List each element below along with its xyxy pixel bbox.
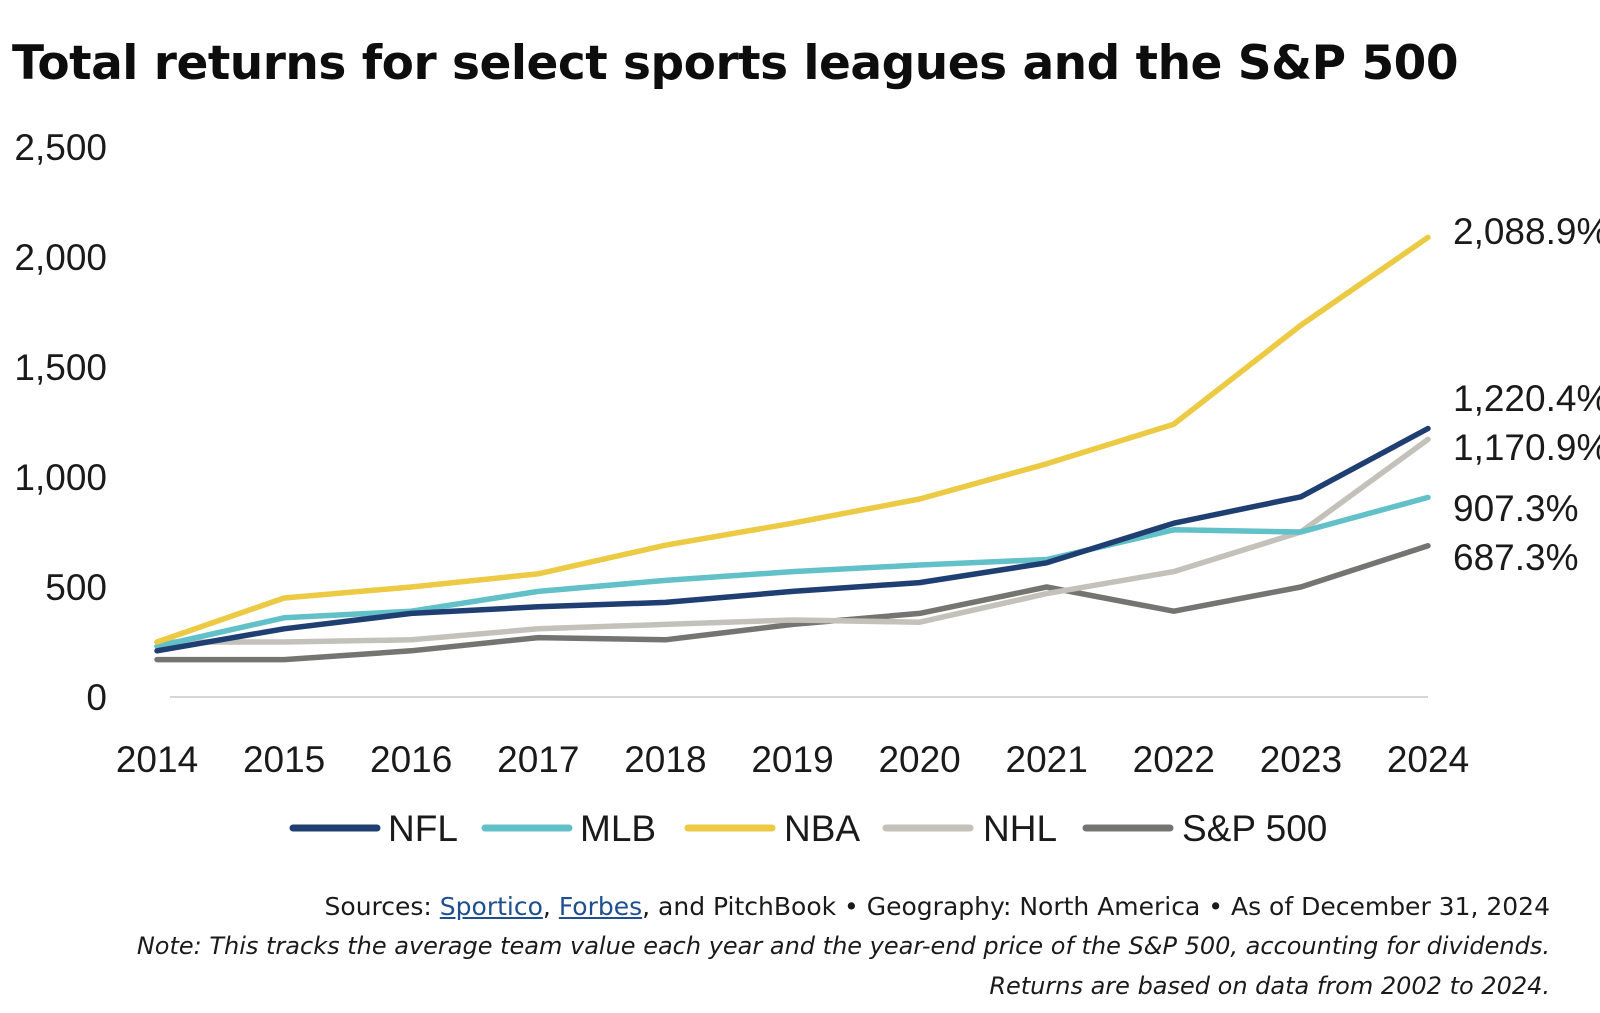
sources-rest: , and PitchBook • Geography: North Ameri… <box>642 892 1550 921</box>
legend-label: NBA <box>784 808 860 849</box>
series-line-mlb <box>154 494 1431 650</box>
y-tick-label: 2,500 <box>14 127 107 168</box>
y-tick-label: 1,500 <box>14 347 107 388</box>
x-tick-label: 2015 <box>243 739 325 780</box>
x-tick-label: 2024 <box>1387 739 1469 780</box>
legend-label: NFL <box>388 808 458 849</box>
y-tick-label: 0 <box>86 677 107 718</box>
end-value-label: 1,170.9% <box>1453 427 1600 468</box>
end-value-label: 907.3% <box>1453 488 1579 529</box>
line-chart: 0 500 1,000 1,500 2,000 2,500 2014 2015 2016 2017… <box>14 127 1600 849</box>
x-tick-label: 2018 <box>624 739 706 780</box>
x-tick-label: 2016 <box>370 739 452 780</box>
source-link-sportico[interactable]: Sportico <box>439 892 543 921</box>
x-tick-label: 2022 <box>1133 739 1215 780</box>
legend-label: NHL <box>983 808 1057 849</box>
sources-separator: , <box>542 892 559 921</box>
chart-title: Total returns for select sports leagues … <box>12 36 1459 91</box>
x-tick-label: 2020 <box>878 739 960 780</box>
y-tick-label: 2,000 <box>14 237 107 278</box>
note-line-2: Returns are based on data from 2002 to 2… <box>989 972 1550 1000</box>
legend-label: S&P 500 <box>1182 808 1327 849</box>
source-link-forbes[interactable]: Forbes <box>558 892 643 921</box>
end-value-label: 2,088.9% <box>1453 211 1600 252</box>
x-tick-label: 2021 <box>1006 739 1088 780</box>
legend-label: MLB <box>580 808 656 849</box>
series-line-nfl <box>154 425 1431 654</box>
sources-prefix: Sources: <box>324 892 440 921</box>
series-line-nhl <box>154 436 1431 645</box>
sources-line: Sources: Sportico, Forbes, and PitchBook… <box>325 892 1550 921</box>
note-line-1: Note: This tracks the average team value… <box>136 932 1550 960</box>
y-tick-label: 500 <box>45 567 107 608</box>
series-line-nba <box>154 234 1431 645</box>
y-tick-label: 1,000 <box>14 457 107 498</box>
x-tick-label: 2017 <box>497 739 579 780</box>
series-line-s-p-500 <box>154 543 1431 663</box>
x-tick-label: 2019 <box>751 739 833 780</box>
x-tick-label: 2014 <box>116 739 198 780</box>
end-value-label: 1,220.4% <box>1453 378 1600 419</box>
end-value-label: 687.3% <box>1453 537 1579 578</box>
x-tick-label: 2023 <box>1260 739 1342 780</box>
